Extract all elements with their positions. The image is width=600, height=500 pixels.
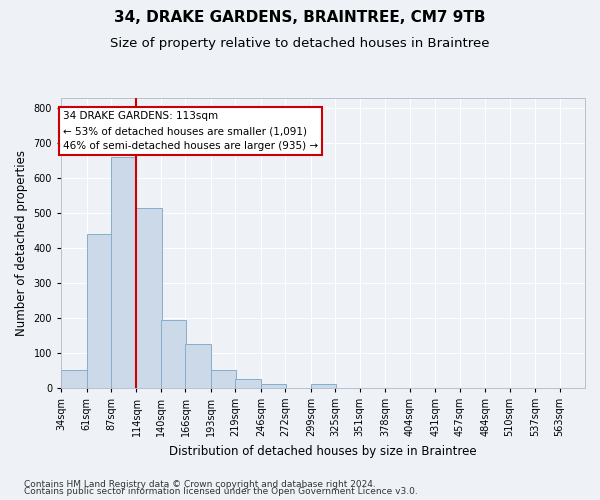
- Bar: [185, 344, 211, 388]
- Text: Contains HM Land Registry data © Crown copyright and database right 2024.: Contains HM Land Registry data © Crown c…: [24, 480, 376, 489]
- Text: Size of property relative to detached houses in Braintree: Size of property relative to detached ho…: [110, 38, 490, 51]
- Text: 34 DRAKE GARDENS: 113sqm
← 53% of detached houses are smaller (1,091)
46% of sem: 34 DRAKE GARDENS: 113sqm ← 53% of detach…: [63, 112, 318, 151]
- Bar: [235, 379, 261, 388]
- Bar: [261, 384, 286, 388]
- Bar: [161, 320, 187, 388]
- Bar: [86, 234, 112, 388]
- Bar: [211, 370, 236, 388]
- Bar: [61, 370, 86, 388]
- Bar: [311, 384, 336, 388]
- Y-axis label: Number of detached properties: Number of detached properties: [15, 150, 28, 336]
- Bar: [136, 208, 162, 388]
- Bar: [111, 157, 136, 388]
- Text: Contains public sector information licensed under the Open Government Licence v3: Contains public sector information licen…: [24, 487, 418, 496]
- X-axis label: Distribution of detached houses by size in Braintree: Distribution of detached houses by size …: [169, 444, 477, 458]
- Text: 34, DRAKE GARDENS, BRAINTREE, CM7 9TB: 34, DRAKE GARDENS, BRAINTREE, CM7 9TB: [114, 10, 486, 25]
